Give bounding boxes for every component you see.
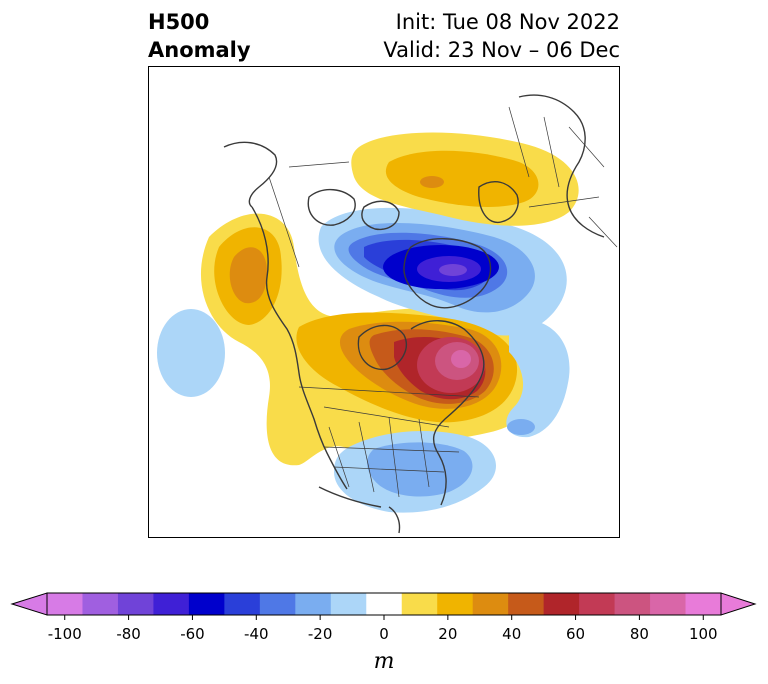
colorbar-unit: m	[374, 649, 395, 674]
colorbar-swatch	[650, 593, 687, 615]
colorbar-swatch	[437, 593, 474, 615]
colorbar-swatch	[117, 593, 154, 615]
anomaly-map	[148, 66, 620, 538]
anomaly-neg-atlantic	[506, 319, 570, 438]
coastlines	[223, 94, 605, 534]
colorbar-swatch	[366, 593, 403, 615]
colorbar-swatches	[47, 593, 722, 615]
colorbar-swatch	[685, 593, 722, 615]
anomaly-blob-pacific-neg	[157, 309, 225, 397]
colorbar-tick-label: 60	[566, 625, 585, 643]
anomaly-high-north	[351, 132, 579, 226]
colorbar-swatch	[472, 593, 509, 615]
colorbar-tick-label: 40	[502, 625, 521, 643]
map-svg	[157, 94, 618, 534]
colorbar-tick-label: 0	[379, 625, 389, 643]
colorbar-ticks: -100 -80 -60 -40 -20 0 20 40 60 80 100	[48, 615, 718, 643]
colorbar-swatch	[224, 593, 261, 615]
colorbar-tick-label: -80	[116, 625, 141, 643]
colorbar-swatch	[188, 593, 225, 615]
colorbar-swatch	[330, 593, 367, 615]
anomaly-high-quebec	[296, 312, 518, 423]
colorbar-swatch	[295, 593, 332, 615]
map-dates: Init: Tue 08 Nov 2022 Valid: 23 Nov – 06…	[383, 8, 620, 64]
title-variable: H500	[148, 10, 210, 34]
colorbar-swatch	[47, 593, 83, 615]
colorbar-tick-label: 20	[438, 625, 457, 643]
colorbar-tick-label: -60	[180, 625, 205, 643]
colorbar-swatch	[401, 593, 438, 615]
colorbar-tick-label: 80	[630, 625, 649, 643]
borders	[268, 106, 618, 498]
colorbar: -100 -80 -60 -40 -20 0 20 40 60 80 100 m	[10, 592, 757, 674]
init-date: Init: Tue 08 Nov 2022	[395, 10, 620, 34]
colorbar-swatch	[579, 593, 616, 615]
title-kind: Anomaly	[148, 38, 251, 62]
colorbar-tick-label: 100	[689, 625, 718, 643]
colorbar-swatch	[153, 593, 190, 615]
map-title: H500 Anomaly	[148, 8, 251, 64]
colorbar-max-arrow	[720, 592, 757, 616]
colorbar-tick-label: -20	[308, 625, 333, 643]
colorbar-tick-label: -40	[244, 625, 269, 643]
colorbar-swatch	[614, 593, 651, 615]
colorbar-swatch	[82, 593, 119, 615]
anomaly-neg-eastern-us	[334, 431, 496, 513]
valid-range: Valid: 23 Nov – 06 Dec	[383, 38, 620, 62]
colorbar-swatch	[259, 593, 296, 615]
colorbar-swatch	[543, 593, 580, 615]
colorbar-swatch	[508, 593, 545, 615]
anomaly-low-arctic	[318, 207, 567, 336]
colorbar-min-arrow	[10, 592, 48, 616]
colorbar-tick-label: -100	[48, 625, 82, 643]
